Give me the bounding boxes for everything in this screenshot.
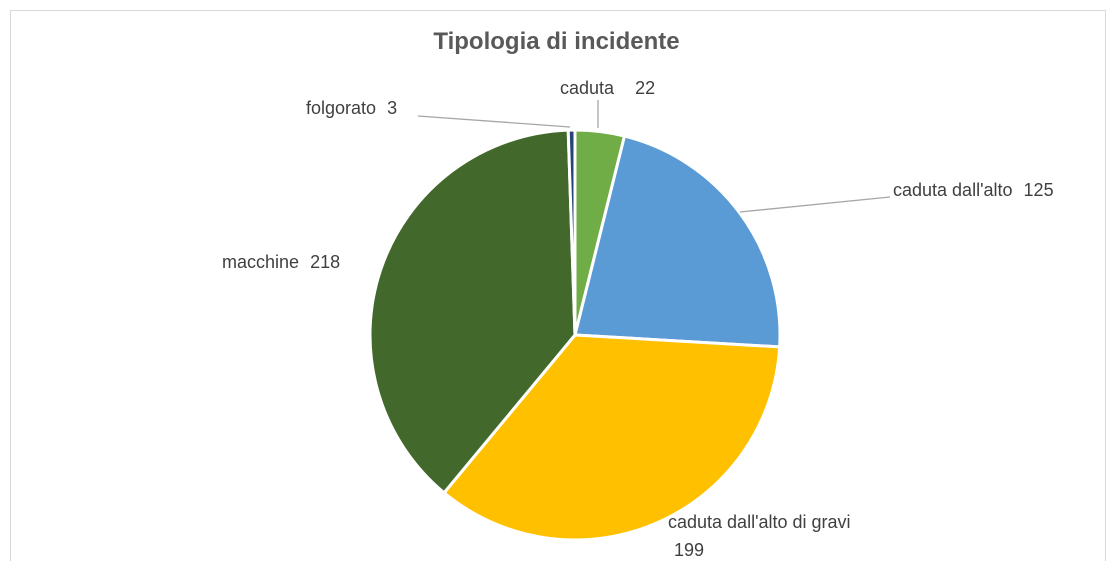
leader-lines bbox=[417, 100, 891, 213]
data-label-value: 125 bbox=[1023, 180, 1054, 200]
chart-title: Tipologia di incidente bbox=[433, 28, 680, 55]
data-label: caduta dall'alto 125 bbox=[893, 176, 1054, 204]
data-label-category: caduta bbox=[560, 78, 615, 98]
data-label-value: 22 bbox=[635, 78, 656, 98]
pie-slice bbox=[573, 134, 782, 349]
chart-border bbox=[10, 10, 1106, 561]
data-label-value: 199 bbox=[674, 540, 705, 560]
pie-slice bbox=[442, 333, 782, 542]
data-label: folgorato 3 bbox=[306, 94, 397, 122]
pie-slice bbox=[368, 128, 577, 495]
data-label-category: folgorato bbox=[306, 98, 377, 118]
data-label: caduta 22 bbox=[560, 74, 655, 102]
data-label-category: macchine bbox=[222, 252, 300, 272]
data-label-value: 218 bbox=[310, 252, 341, 272]
leader-line bbox=[739, 196, 891, 213]
data-label-category: caduta dall'alto bbox=[893, 180, 1013, 200]
pie-slice bbox=[566, 128, 577, 337]
data-label: macchine 218 bbox=[222, 248, 340, 276]
leader-line bbox=[417, 115, 571, 128]
data-label: caduta dall'alto di gravi 199 bbox=[668, 508, 858, 564]
data-label-value: 3 bbox=[387, 98, 398, 118]
data-label-category: caduta dall'alto di gravi bbox=[668, 512, 851, 532]
